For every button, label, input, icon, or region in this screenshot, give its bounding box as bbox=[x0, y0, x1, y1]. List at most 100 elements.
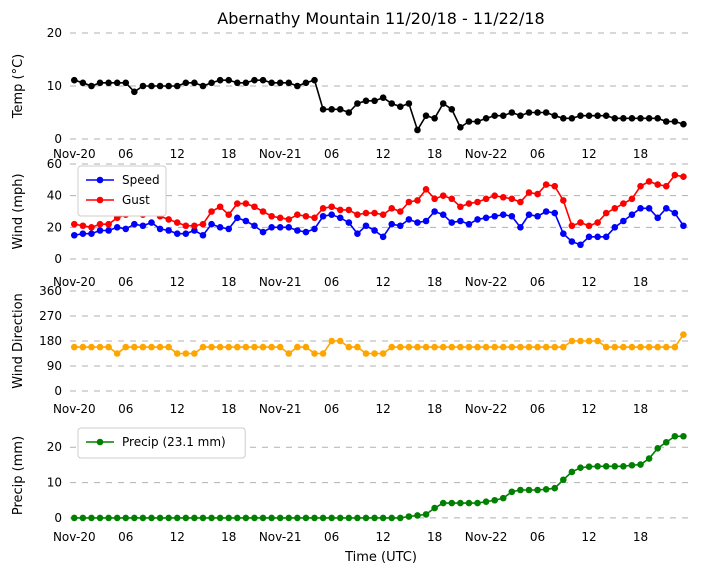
data-point bbox=[156, 514, 164, 522]
data-point bbox=[602, 463, 610, 470]
x-tick-label: 06 bbox=[530, 530, 545, 544]
data-point bbox=[225, 343, 233, 351]
data-point bbox=[131, 514, 138, 522]
data-point bbox=[431, 208, 438, 215]
data-point bbox=[139, 82, 147, 90]
data-point bbox=[148, 82, 155, 90]
data-point bbox=[422, 343, 430, 351]
data-point bbox=[302, 343, 310, 351]
legend-swatch-marker bbox=[96, 196, 104, 204]
data-point bbox=[594, 337, 601, 345]
y-tick-label: 360 bbox=[39, 284, 62, 298]
data-point bbox=[577, 337, 584, 345]
data-point bbox=[165, 216, 172, 223]
data-point bbox=[345, 514, 353, 522]
data-point bbox=[182, 230, 190, 237]
data-point bbox=[113, 514, 121, 522]
data-point bbox=[448, 219, 456, 226]
data-point bbox=[173, 219, 181, 226]
data-point bbox=[662, 343, 670, 351]
data-point bbox=[148, 219, 155, 226]
data-point bbox=[268, 79, 275, 87]
data-point bbox=[311, 214, 318, 222]
y-tick-label: 270 bbox=[39, 309, 62, 323]
data-point bbox=[216, 343, 224, 351]
data-point bbox=[422, 186, 430, 193]
x-tick-label: Nov-20 bbox=[53, 402, 96, 416]
data-point bbox=[371, 227, 378, 234]
data-point bbox=[499, 494, 507, 502]
data-point bbox=[70, 76, 78, 84]
data-point bbox=[645, 455, 653, 462]
data-point bbox=[508, 195, 516, 203]
data-point bbox=[628, 115, 636, 122]
panel-temp: 0 10 20 Nov-20 06 12 18 Nov-21 06 12 18 Nov-22 06 12 1… bbox=[11, 26, 692, 161]
data-point bbox=[611, 205, 619, 212]
x-tick-label: 06 bbox=[118, 530, 133, 544]
legend-entry: Precip (23.1 mm) bbox=[122, 435, 226, 449]
data-point bbox=[525, 211, 533, 218]
data-point bbox=[259, 343, 267, 351]
x-tick-label: 18 bbox=[221, 530, 236, 544]
data-point bbox=[414, 512, 421, 519]
data-point bbox=[113, 350, 121, 357]
x-tick-label: 12 bbox=[376, 530, 391, 544]
data-point bbox=[242, 200, 250, 207]
data-point bbox=[208, 220, 215, 228]
data-point bbox=[594, 112, 601, 119]
data-point bbox=[628, 343, 636, 351]
data-point bbox=[602, 112, 610, 119]
x-tick-label: 12 bbox=[376, 402, 391, 416]
x-tick-label: 12 bbox=[170, 147, 185, 161]
data-point bbox=[216, 76, 224, 84]
data-point bbox=[560, 230, 567, 237]
data-point bbox=[165, 227, 172, 234]
legend-swatch-marker bbox=[96, 176, 104, 184]
x-tick-label: 12 bbox=[581, 275, 596, 289]
data-point bbox=[294, 82, 301, 90]
data-point bbox=[319, 514, 327, 522]
data-point bbox=[276, 214, 284, 222]
data-point bbox=[345, 343, 353, 351]
data-point bbox=[294, 227, 301, 234]
data-point bbox=[654, 115, 661, 122]
data-point bbox=[465, 220, 473, 228]
data-point bbox=[577, 464, 584, 472]
data-point bbox=[251, 343, 258, 351]
x-tick-label: 12 bbox=[170, 530, 185, 544]
data-point bbox=[482, 498, 490, 505]
data-point bbox=[70, 343, 78, 351]
data-point bbox=[139, 222, 147, 230]
data-point bbox=[216, 514, 224, 522]
data-point bbox=[285, 79, 293, 87]
y-tick-label: 20 bbox=[47, 26, 62, 40]
data-point bbox=[259, 76, 267, 84]
data-point bbox=[585, 463, 593, 470]
data-point bbox=[397, 222, 404, 230]
data-point bbox=[594, 233, 601, 241]
data-point bbox=[113, 79, 121, 87]
x-tick-label: Nov-22 bbox=[465, 147, 508, 161]
x-tick-label: Nov-20 bbox=[53, 530, 96, 544]
data-point bbox=[225, 225, 233, 233]
data-point bbox=[602, 343, 610, 351]
data-point bbox=[637, 182, 644, 190]
data-point bbox=[542, 485, 550, 493]
data-point bbox=[233, 214, 241, 222]
data-point bbox=[165, 514, 172, 522]
chart-title: Abernathy Mountain 11/20/18 - 11/22/18 bbox=[217, 9, 544, 28]
y-tick-label: 10 bbox=[47, 476, 62, 490]
data-point bbox=[319, 212, 327, 220]
x-tick-label: 18 bbox=[427, 275, 442, 289]
data-point bbox=[191, 350, 198, 357]
data-point bbox=[680, 222, 687, 230]
data-point bbox=[517, 486, 524, 494]
data-point bbox=[431, 504, 438, 512]
data-point bbox=[551, 343, 559, 351]
data-point bbox=[173, 230, 181, 237]
data-point bbox=[405, 198, 413, 206]
data-point bbox=[225, 211, 233, 218]
data-point bbox=[671, 432, 679, 440]
x-tick-label: 18 bbox=[427, 147, 442, 161]
